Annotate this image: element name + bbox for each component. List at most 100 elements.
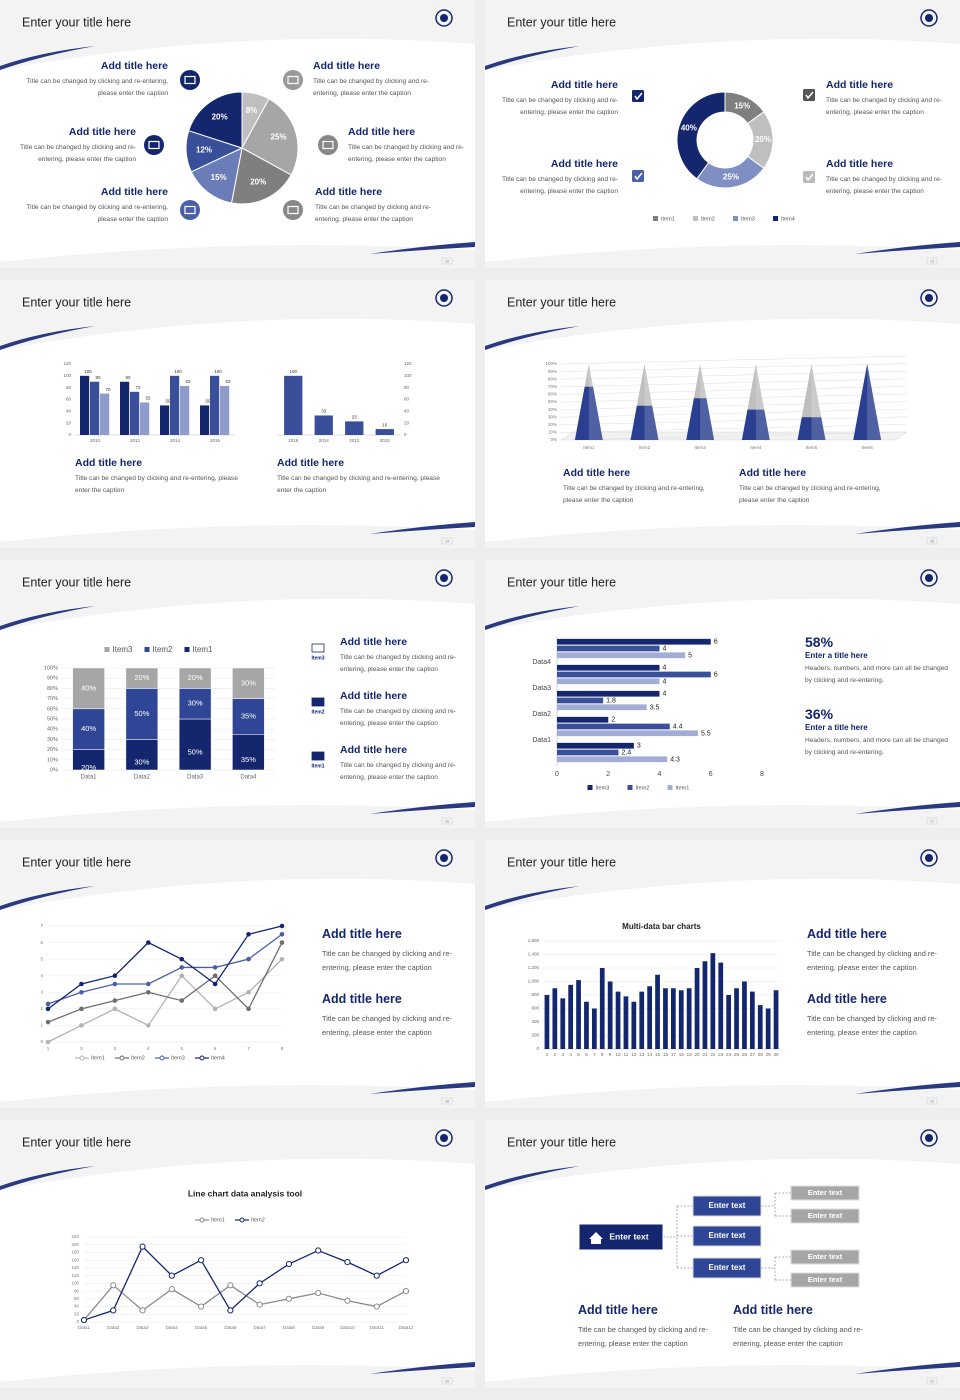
block-subheading: Enter a title here bbox=[805, 723, 868, 732]
slide-canvas: Enter your title here1902004006008001,00… bbox=[485, 840, 960, 1108]
value-label: 73 bbox=[135, 385, 141, 390]
bar bbox=[576, 980, 581, 1049]
x-tick-label: 2010 bbox=[380, 438, 391, 443]
value-label: 1.8 bbox=[606, 698, 616, 705]
icon-glyph bbox=[184, 75, 196, 85]
value-label: 4 bbox=[663, 665, 667, 672]
marker bbox=[45, 1006, 51, 1012]
x-tick-label: 27 bbox=[750, 1052, 756, 1057]
legend-label: Item3 bbox=[113, 645, 134, 654]
marker bbox=[197, 1257, 205, 1264]
text-block: 58% Enter a title here Headers, numbers, a… bbox=[805, 634, 955, 687]
swoosh bbox=[370, 1082, 475, 1094]
icon-glyph bbox=[287, 205, 299, 215]
y-tick-label: 80% bbox=[548, 376, 557, 381]
y-tick-label: 2 bbox=[40, 1006, 43, 1011]
chart-title: Multi-data bar charts bbox=[622, 922, 701, 931]
x-tick-label: 2 bbox=[80, 1046, 83, 1051]
x-tick-label: 11 bbox=[624, 1052, 629, 1057]
page-number: 17 bbox=[930, 819, 934, 823]
text-block: Add title here Title can be changed by cl… bbox=[348, 126, 466, 166]
value-label: 33 bbox=[321, 409, 327, 414]
y-tick-label: Data1 bbox=[532, 737, 551, 744]
bar bbox=[568, 984, 574, 1049]
x-tick-label: Data2 bbox=[107, 1325, 120, 1330]
checkmark bbox=[634, 92, 643, 101]
slide-title: Enter your title here bbox=[22, 15, 131, 29]
y-tick-label: 10% bbox=[548, 430, 557, 435]
value-label: 50 bbox=[165, 399, 171, 404]
bar bbox=[765, 1008, 771, 1049]
x-tick-label: Data1 bbox=[81, 775, 98, 781]
value-label: 10 bbox=[382, 422, 388, 427]
y-tick-label: 60 bbox=[404, 397, 410, 402]
checkbox bbox=[632, 170, 644, 182]
block-text: Title can be changed by clicking and re-… bbox=[807, 949, 937, 972]
x-tick-label: 7 bbox=[593, 1052, 596, 1057]
bar bbox=[557, 645, 660, 652]
text-block: Add title here Title can be changed by cl… bbox=[826, 79, 951, 119]
line bbox=[47, 958, 283, 1043]
slide: Enter your title here 18 0 1 2 3 4 5 6 7 1 2 3 4 5 6 7 8 I… bbox=[0, 840, 475, 1108]
y-tick-label: 20% bbox=[548, 422, 557, 427]
bar bbox=[726, 995, 732, 1049]
legend-swatch bbox=[653, 216, 658, 221]
block-heading: Add title here bbox=[807, 992, 887, 1006]
y-tick-label: 100% bbox=[44, 665, 58, 671]
x-tick-label: 6 bbox=[585, 1052, 588, 1057]
y-tick-label: 120 bbox=[63, 361, 71, 366]
marker bbox=[373, 1303, 380, 1310]
marker bbox=[179, 998, 185, 1003]
bar-segment bbox=[125, 739, 159, 771]
leaf-box-label: Enter text bbox=[808, 1188, 843, 1197]
leaf-box bbox=[790, 1249, 860, 1265]
content-area bbox=[485, 318, 960, 542]
bar bbox=[757, 1005, 763, 1049]
marker bbox=[112, 973, 118, 979]
x-tick-label: 15 bbox=[655, 1052, 661, 1057]
slide-title: Enter your title here bbox=[22, 1135, 131, 1149]
logo bbox=[920, 849, 938, 867]
marker bbox=[315, 1247, 322, 1254]
y-tick-label: 0 bbox=[76, 1319, 79, 1324]
text-block: Add title here Title can be changed by cl… bbox=[20, 186, 168, 226]
y-tick-label: 30% bbox=[548, 414, 557, 419]
text-block: Add title here Title can be changed by cl… bbox=[733, 1303, 873, 1351]
x-tick-label: 23 bbox=[718, 1052, 724, 1057]
legend-label: Item4 bbox=[781, 216, 795, 222]
grid-line bbox=[560, 355, 908, 365]
bar bbox=[615, 991, 621, 1049]
text-block: Add title here Title can be changed by cl… bbox=[340, 636, 465, 676]
swoosh bbox=[370, 522, 475, 534]
text-block: Add title here Title can be changed by cl… bbox=[739, 467, 899, 507]
value-label: 100 bbox=[174, 369, 182, 374]
x-tick-label: 2016 bbox=[288, 438, 299, 443]
marker bbox=[212, 965, 218, 970]
bar bbox=[557, 652, 686, 659]
pie-slice bbox=[230, 147, 292, 205]
x-tick-label: Data9 bbox=[312, 1325, 325, 1330]
value-label: 50% bbox=[134, 709, 149, 718]
slide-title: Enter your title here bbox=[22, 575, 131, 589]
slide: Enter your title here 16 Item3 Item2 Item1 0%… bbox=[0, 560, 475, 828]
value-label: 2.4 bbox=[622, 750, 632, 757]
branch-box bbox=[692, 1195, 762, 1217]
y-tick-label: 7 bbox=[40, 923, 43, 928]
slide-title: Enter your title here bbox=[22, 855, 131, 869]
x-tick-label: Data4 bbox=[166, 1325, 179, 1330]
block-heading: Add title here bbox=[550, 158, 618, 170]
page-box bbox=[926, 1377, 938, 1385]
y-tick-label: 1 bbox=[40, 1023, 43, 1028]
x-tick-label: 12 bbox=[631, 1052, 637, 1057]
y-tick-label: 20 bbox=[74, 1311, 80, 1316]
block-text: Title can be changed by clicking and re-… bbox=[733, 1325, 863, 1348]
marker bbox=[79, 1006, 84, 1012]
connector bbox=[663, 1205, 693, 1269]
bar bbox=[557, 697, 604, 704]
page-number: 16 bbox=[445, 819, 449, 823]
pyramid-shade bbox=[700, 364, 715, 440]
block-heading: Add title here bbox=[277, 457, 345, 469]
x-tick-label: Data3 bbox=[137, 1325, 150, 1330]
x-tick-label: 1 bbox=[47, 1046, 50, 1051]
line bbox=[83, 1284, 407, 1321]
